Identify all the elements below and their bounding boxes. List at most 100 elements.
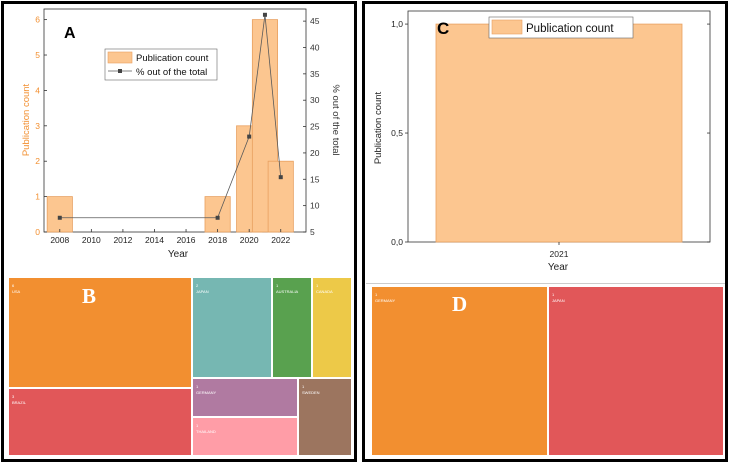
chart-a-y-right-label: % out of the total	[330, 84, 341, 155]
chart-a-x-tick-label-2022: 2022	[271, 235, 290, 245]
chart-a-x-tick-label-2020: 2020	[240, 235, 259, 245]
chart-a-legend-line-label: % out of the total	[136, 67, 207, 78]
treemap-b-label-australia: AUSTRALIA	[276, 289, 299, 294]
chart-a-x-tick-label-2008: 2008	[50, 235, 69, 245]
treemap-d-label-japan: JAPAN	[552, 298, 565, 303]
chart-c-legend-label: Publication count	[526, 23, 614, 35]
treemap-b-label-usa: USA	[12, 289, 21, 294]
chart-a-y-right-tick-label-15: 15	[310, 174, 320, 184]
chart-c-y-ticks: 0,0 0,5 1,0	[391, 19, 710, 247]
chart-a-legend-bar-label: Publication count	[136, 53, 209, 64]
chart-a-x-tick-label-2016: 2016	[177, 235, 196, 245]
chart-a-legend: Publication count % out of the total	[104, 48, 218, 81]
treemap-b-cell-germany: 1 GERMANY	[192, 378, 298, 417]
treemap-b-cell-sweden: 1 SWEDEN	[298, 378, 352, 456]
chart-a-y-left-tick-label-6: 6	[35, 15, 40, 25]
chart-c-y-tick-label-1,0: 1,0	[391, 19, 403, 29]
chart-a-percent-point-2008	[57, 215, 62, 220]
chart-a-x-tick-label-2018: 2018	[208, 235, 227, 245]
treemap-b-count-australia: 1	[276, 283, 279, 288]
treemap-b-cell-japan: 2 JAPAN	[192, 277, 272, 378]
chart-c-bar-2021	[435, 23, 683, 243]
treemap-b: 6 USA 3 BRAZIL 2 JAPAN 1 AUSTRALIA 1 CANADA 1 GERMA…	[8, 277, 352, 456]
treemap-b-count-canada: 1	[316, 283, 319, 288]
treemap-b-cell-usa: 6 USA	[8, 277, 192, 388]
chart-c-y-tick-label-0,5: 0,5	[391, 128, 403, 138]
treemap-b-label-japan: JAPAN	[196, 289, 209, 294]
chart-c-legend-swatch	[491, 19, 523, 35]
chart-a-y-left-ticks: 0 1 2 3 4 5 6	[35, 15, 47, 237]
chart-a-y-left-tick-label-1: 1	[35, 192, 40, 202]
chart-a-y-right-tick-label-5: 5	[310, 227, 315, 237]
treemap-b-count-usa: 6	[12, 283, 15, 288]
treemap-b-count-japan: 2	[196, 283, 199, 288]
chart-a-y-right-tick-label-40: 40	[310, 42, 320, 52]
treemap-b-label-canada: CANADA	[316, 289, 333, 294]
chart-a-y-left-tick-label-0: 0	[35, 227, 40, 237]
chart-c-y-tick-label-0,0: 0,0	[391, 237, 403, 247]
treemap-b-cell-canada: 1 CANADA	[312, 277, 352, 378]
treemap-d-cell-japan: 1 JAPAN	[548, 286, 724, 456]
chart-a-y-right-tick-label-45: 45	[310, 16, 320, 26]
treemap-d: 1 GERMANY 1 JAPAN	[371, 286, 724, 456]
chart-a-percent-point-2018	[215, 215, 220, 220]
chart-a: 2008 2010 2012 2014 2016 2018 2020 2022 0123456…	[21, 8, 341, 260]
chart-a-letter: A	[64, 25, 76, 42]
chart-a-x-tick-label-2014: 2014	[145, 235, 164, 245]
chart-a-legend-line-marker	[118, 69, 122, 73]
chart-a-bars	[46, 19, 294, 233]
chart-c-x-tick-label-2021: 2021	[550, 249, 569, 259]
treemap-b-cell-australia: 1 AUSTRALIA	[272, 277, 312, 378]
chart-c-y-axis-label: Publication count	[373, 91, 384, 164]
treemap-b-cell-brazil: 3 BRAZIL	[8, 388, 192, 456]
chart-a-percent-point-2020	[247, 134, 252, 139]
chart-a-x-tick-label-2012: 2012	[113, 235, 132, 245]
chart-a-y-left-label: Publication count	[21, 83, 32, 156]
treemap-d-count-germany: 1	[375, 292, 378, 297]
treemap-b-count-sweden: 1	[302, 384, 305, 389]
panel-c-d-frame	[362, 1, 728, 462]
panel-c-d-separator	[366, 283, 725, 284]
chart-a-y-left-tick-label-5: 5	[35, 50, 40, 60]
chart-a-y-right-tick-label-30: 30	[310, 95, 320, 105]
chart-c-legend: Publication count	[488, 16, 634, 39]
chart-a-bar-2018	[204, 196, 231, 233]
chart-a-line	[57, 12, 283, 220]
treemap-d-count-japan: 1	[552, 292, 555, 297]
chart-a-percent-point-2021	[262, 12, 267, 17]
chart-c: 2021 0,00,51,0 C Year Publication count …	[373, 10, 711, 273]
treemap-b-label-germany: GERMANY	[196, 390, 217, 395]
chart-a-y-right-tick-label-20: 20	[310, 148, 320, 158]
treemap-b-label-thailand: THAILAND	[196, 429, 216, 434]
treemap-b-letter: B	[82, 284, 97, 308]
treemap-b-count-thailand: 1	[196, 423, 199, 428]
chart-a-percent-point-2022	[278, 175, 283, 180]
treemap-b-label-brazil: BRAZIL	[12, 400, 27, 405]
chart-a-bar-2022	[267, 160, 294, 233]
chart-a-y-right-tick-label-35: 35	[310, 69, 320, 79]
chart-c-letter: C	[437, 19, 449, 38]
treemap-b-label-sweden: SWEDEN	[302, 390, 320, 395]
chart-a-y-left-tick-label-2: 2	[35, 156, 40, 166]
chart-a-x-axis-label: Year	[168, 249, 189, 260]
chart-c-x-ticks: 2021	[550, 242, 569, 259]
chart-a-y-right-tick-label-25: 25	[310, 122, 320, 132]
panel-a-b-frame	[1, 1, 357, 462]
chart-a-y-right-ticks: 5 10 15 20 25 30 35 40 45	[303, 16, 320, 237]
treemap-d-label-germany: GERMANY	[375, 298, 396, 303]
chart-a-x-tick-label-2010: 2010	[82, 235, 101, 245]
chart-c-x-axis-label: Year	[548, 262, 569, 273]
treemap-b-count-germany: 1	[196, 384, 199, 389]
chart-a-legend-bar-swatch	[107, 51, 133, 64]
treemap-b-count-brazil: 3	[12, 394, 15, 399]
treemap-d-cell-germany: 1 GERMANY	[371, 286, 548, 456]
chart-a-bar-2008	[46, 196, 73, 233]
chart-a-y-left-tick-label-3: 3	[35, 121, 40, 131]
chart-c-bars	[435, 23, 683, 243]
chart-a-y-right-tick-label-10: 10	[310, 201, 320, 211]
treemap-d-letter: D	[452, 292, 468, 316]
chart-a-y-left-tick-label-4: 4	[35, 85, 40, 95]
chart-a-plot-frame	[43, 8, 307, 233]
treemap-b-cell-thailand: 1 THAILAND	[192, 417, 298, 456]
